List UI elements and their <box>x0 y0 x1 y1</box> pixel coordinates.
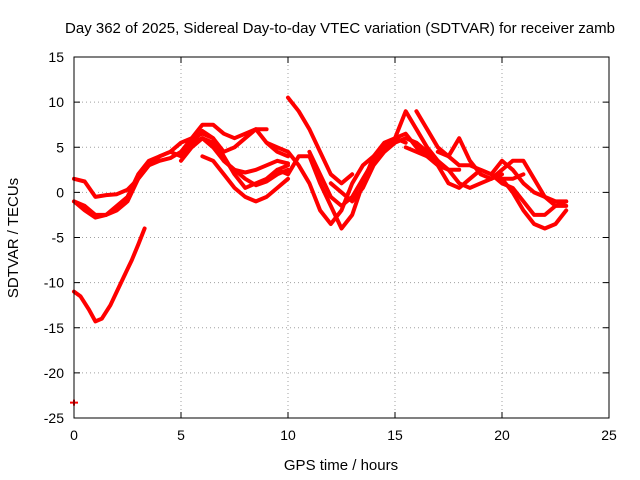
y-tick-label: -15 <box>44 320 64 336</box>
y-tick-labels: -25 -20 -15 -10 -5 0 5 10 15 <box>44 49 64 426</box>
x-tick-label: 5 <box>177 427 185 443</box>
data-series <box>70 95 569 406</box>
series-track-8 <box>286 95 355 186</box>
series-track-17 <box>500 176 569 231</box>
x-tick-label: 10 <box>280 427 296 443</box>
y-tick-label: 0 <box>56 184 64 200</box>
y-tick-label: -5 <box>52 230 65 246</box>
x-tick-label: 0 <box>70 427 78 443</box>
y-tick-label: -25 <box>44 410 64 426</box>
y-tick-label: 10 <box>48 94 64 110</box>
x-tick-label: 25 <box>601 427 617 443</box>
series-track-16 <box>435 136 569 208</box>
chart-title: Day 362 of 2025, Sidereal Day-to-day VTE… <box>65 20 615 37</box>
plot-frame <box>73 56 610 419</box>
series-track-9 <box>264 140 376 226</box>
y-tick-label: 15 <box>48 49 64 65</box>
x-tick-label: 20 <box>494 427 510 443</box>
y-tick-label: -20 <box>44 365 64 381</box>
series-track-13 <box>393 109 504 190</box>
series-track-18 <box>489 172 569 217</box>
x-axis-label: GPS time / hours <box>284 457 398 474</box>
x-tick-label: 15 <box>387 427 403 443</box>
x-tick-labels: 0 5 10 15 20 25 <box>70 427 617 443</box>
y-axis-label: SDTVAR / TECUs <box>5 178 22 298</box>
series-track-10 <box>275 136 408 231</box>
series-track-5 <box>179 136 290 188</box>
series-track-15 <box>414 109 569 204</box>
series-track-1 <box>72 226 147 324</box>
y-tick-label: 5 <box>56 139 64 155</box>
series-track-7 <box>200 154 290 204</box>
series-track-11 <box>307 131 440 208</box>
grid-lines <box>74 57 609 418</box>
series-track-6 <box>179 122 269 154</box>
y-tick-label: -10 <box>44 275 64 291</box>
